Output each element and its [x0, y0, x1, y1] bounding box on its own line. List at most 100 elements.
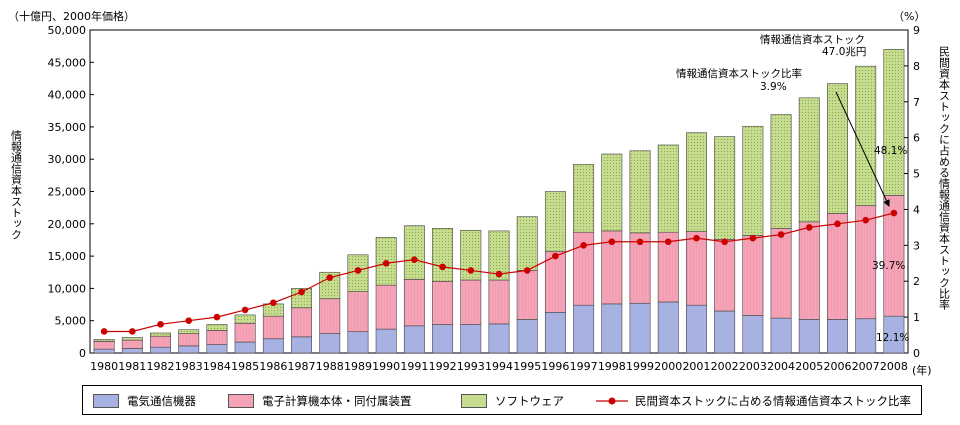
bar-telecom-1996 — [544, 312, 566, 354]
legend-swatch-computer — [228, 394, 254, 408]
ratio-line — [100, 209, 898, 335]
bar-computer-1980 — [93, 341, 115, 350]
y-left-tick-label: 40,000 — [48, 89, 87, 102]
bar-telecom-1989 — [347, 331, 369, 354]
x-tick-label-1988: 1988 — [316, 360, 344, 373]
x-tick-label-1990: 1990 — [372, 360, 400, 373]
bar-software-1998 — [601, 153, 623, 232]
axes: 0 5,000 10,000 15,000 20,000 25,000 30,000 35,0… — [48, 24, 921, 373]
x-tick-label-1982: 1982 — [147, 360, 175, 373]
ratio-point-2007 — [862, 216, 869, 224]
bar-computer-1990 — [375, 284, 397, 330]
x-tick-label-1989: 1989 — [344, 360, 372, 373]
y-left-tick-label: 35,000 — [48, 121, 87, 134]
ratio-point-1984 — [213, 313, 221, 321]
bar-telecom-1984 — [206, 344, 228, 354]
bar-telecom-2001 — [685, 304, 707, 354]
bar-software-2004 — [770, 114, 792, 229]
ratio-point-1980 — [100, 328, 108, 335]
ratio-point-1996 — [552, 252, 559, 260]
bar-telecom-2007 — [855, 318, 877, 354]
bar-computer-1984 — [206, 330, 228, 345]
x-tick-label-1984: 1984 — [203, 360, 231, 373]
bar-software-2006 — [827, 83, 848, 214]
x-tick-label-2001: 2001 — [682, 360, 710, 373]
bar-computer-1987 — [291, 307, 313, 338]
bar-software-1991 — [403, 225, 425, 280]
ratio-point-2002 — [721, 238, 728, 246]
bar-telecom-1990 — [375, 328, 397, 354]
legend-label-ratio: 民間資本ストックに占める情報通信資本ストック比率 — [635, 394, 911, 408]
x-tick-label-1987: 1987 — [288, 360, 316, 373]
bar-computer-1985 — [234, 322, 256, 343]
ratio-point-2000 — [664, 238, 672, 246]
bar-software-2000 — [657, 144, 679, 233]
bar-software-1987 — [291, 288, 313, 309]
bar-software-1994 — [488, 230, 510, 281]
ratio-point-1989 — [354, 267, 362, 274]
y-right-tick-label: 9 — [913, 24, 920, 37]
ratio-point-2004 — [777, 231, 785, 238]
x-tick-label-1996: 1996 — [541, 360, 569, 373]
y-axis-left-title: 情報通信資本ストック — [10, 130, 23, 240]
bar-telecom-1998 — [601, 303, 623, 354]
bar-telecom-2003 — [742, 315, 764, 354]
y-right-tick-label: 4 — [913, 203, 920, 216]
ratio-point-1982 — [157, 320, 164, 328]
x-tick-label-2003: 2003 — [739, 360, 767, 373]
legend-item-telecom: 電気通信機器 — [93, 392, 196, 410]
bar-telecom-1988 — [319, 333, 341, 354]
bar-telecom-1994 — [488, 323, 510, 354]
legend-item-ratio: 民間資本ストックに占める情報通信資本ストック比率 — [595, 392, 911, 410]
bar-telecom-1991 — [403, 325, 425, 354]
bar-computer-1981 — [121, 339, 143, 349]
bar-computer-1995 — [516, 270, 538, 320]
ratio-point-1987 — [298, 288, 305, 296]
y-right-tick-label: 7 — [913, 96, 920, 109]
bar-computer-1992 — [432, 280, 454, 325]
bar-software-1980 — [93, 339, 115, 342]
x-tick-label-1991: 1991 — [400, 360, 428, 373]
x-tick-label-1998: 1998 — [598, 360, 626, 373]
bar-telecom-1982 — [150, 346, 171, 354]
ratio-point-1988 — [326, 274, 334, 281]
bar-computer-2001 — [685, 231, 707, 306]
bar-telecom-2005 — [798, 319, 820, 354]
y-right-tick-label: 5 — [913, 168, 920, 181]
bar-software-1982 — [150, 332, 171, 337]
bar-telecom-1997 — [573, 304, 595, 354]
x-tick-label-2007: 2007 — [852, 360, 880, 373]
bar-software-1985 — [234, 314, 256, 324]
bar-telecom-1985 — [234, 341, 256, 354]
y-left-tick-label: 50,000 — [48, 24, 87, 37]
bar-computer-1983 — [178, 333, 200, 347]
bar-computer-2003 — [742, 235, 764, 316]
x-tick-label-1981: 1981 — [118, 360, 146, 373]
y-axis-right-title: 民間資本ストックに占める情報通信資本ストック比率 — [938, 46, 951, 311]
x-unit-label: (年) — [912, 363, 932, 377]
y-right-tick-label: 2 — [913, 275, 920, 288]
x-tick-label-1986: 1986 — [259, 360, 287, 373]
bar-telecom-1980 — [93, 348, 115, 354]
bar-software-2008 — [883, 49, 905, 196]
y-right-tick-label: 3 — [913, 239, 920, 252]
y-left-tick-label: 25,000 — [48, 186, 87, 199]
x-tick-label-1983: 1983 — [175, 360, 203, 373]
ratio-point-2001 — [693, 234, 700, 242]
annotation-share-computer: 39.7% — [872, 260, 905, 272]
bar-telecom-1992 — [432, 324, 454, 354]
x-tick-label-2005: 2005 — [795, 360, 823, 373]
y-left-tick-label: 20,000 — [48, 218, 87, 231]
bar-software-1981 — [121, 337, 143, 341]
bar-telecom-1981 — [121, 348, 143, 354]
bars — [93, 49, 905, 354]
bar-software-2007 — [855, 65, 877, 207]
legend-label-telecom: 電気通信機器 — [127, 394, 196, 408]
bar-computer-1989 — [347, 291, 369, 332]
bar-computer-1982 — [150, 335, 171, 348]
x-tick-label-1985: 1985 — [231, 360, 259, 373]
bar-telecom-1987 — [291, 336, 313, 354]
ratio-point-1994 — [495, 270, 503, 278]
ratio-point-2008 — [890, 209, 898, 217]
